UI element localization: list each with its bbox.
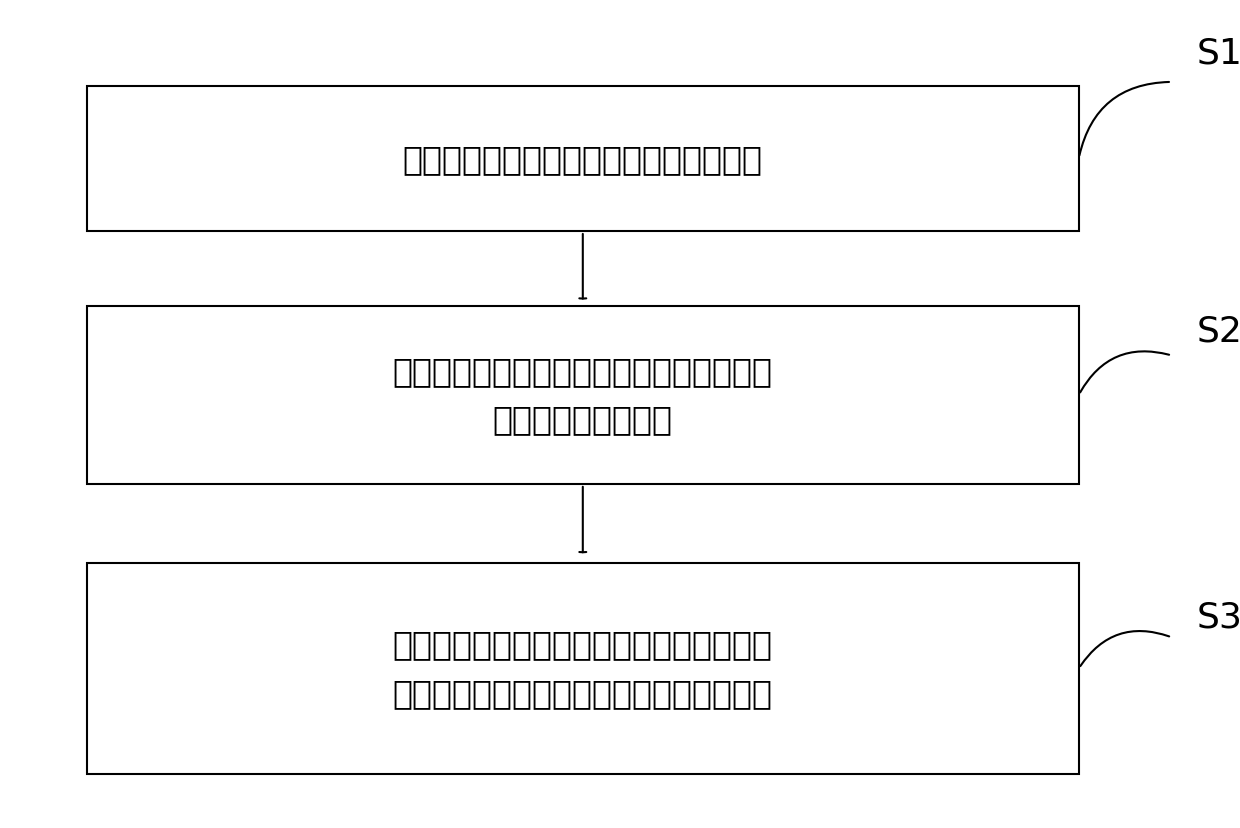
Text: S1: S1 xyxy=(1197,36,1240,71)
FancyBboxPatch shape xyxy=(87,563,1079,774)
FancyArrowPatch shape xyxy=(1079,83,1169,156)
FancyBboxPatch shape xyxy=(87,306,1079,484)
Text: S3: S3 xyxy=(1197,599,1240,634)
Text: 根据当前订单的拼车特征确定预估拼成率: 根据当前订单的拼车特征确定预估拼成率 xyxy=(403,143,763,176)
FancyArrowPatch shape xyxy=(1080,631,1169,667)
FancyBboxPatch shape xyxy=(87,87,1079,232)
FancyArrowPatch shape xyxy=(1080,352,1169,393)
Text: 设定拼车成功给予的第一折扣值以及拼车失
败给予的第二折扣值: 设定拼车成功给予的第一折扣值以及拼车失 败给予的第二折扣值 xyxy=(393,354,773,436)
Text: S2: S2 xyxy=(1197,314,1240,349)
Text: 根据预估拼成率、第一折扣值以及第二折扣
值确定折扣的期望值作为当前订单的折扣值: 根据预估拼成率、第一折扣值以及第二折扣 值确定折扣的期望值作为当前订单的折扣值 xyxy=(393,628,773,710)
